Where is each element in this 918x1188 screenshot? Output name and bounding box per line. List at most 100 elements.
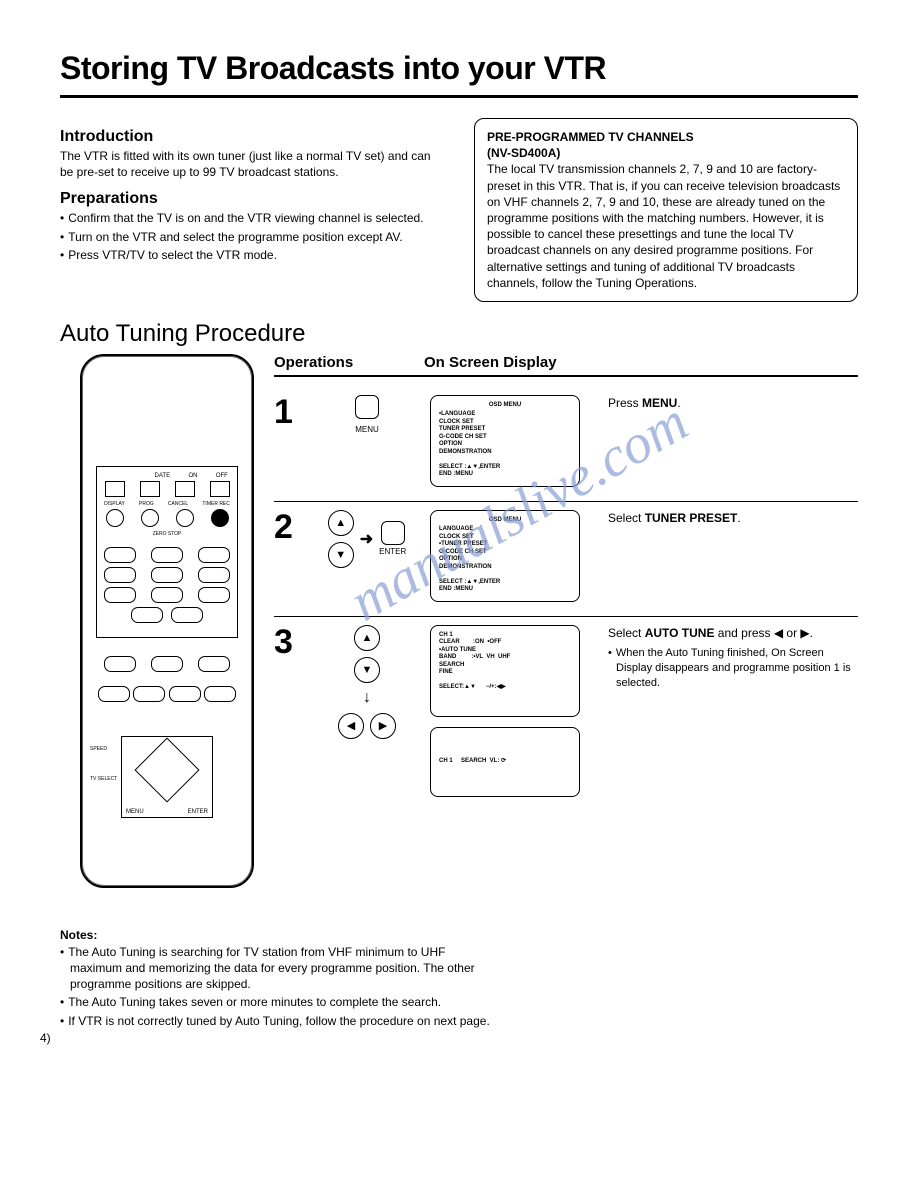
up-button-icon: ▲ [354, 625, 380, 651]
arrow-right-icon: ➜ [360, 529, 373, 549]
osd-title: OSD MENU [439, 517, 571, 525]
remote-btn [176, 509, 194, 527]
intro-text: The VTR is fitted with its own tuner (ju… [60, 148, 444, 180]
osd-lines: LANGUAGE CLOCK SET •TUNER PRESET G-CODE … [439, 526, 571, 594]
left-button-icon: ◀ [338, 713, 364, 739]
remote-label: ON [188, 473, 197, 479]
remote-column: DATE ON OFF DISPLAY PROG CANCEL TIMER RE… [60, 354, 260, 888]
step-number: 3 [274, 625, 304, 797]
prep-item: Press VTR/TV to select the VTR mode. [60, 247, 444, 263]
remote-key [104, 547, 136, 563]
step-3: 3 ▲ ▼ ↓ ◀ ▶ CH 1 CLEAR :ON •OFF •AUTO TU… [274, 617, 858, 811]
osd-screen-3b: CH 1 SEARCH VL: ⟳ [430, 727, 580, 797]
notes-item: The Auto Tuning takes seven or more minu… [60, 994, 499, 1010]
title-rule [60, 95, 858, 98]
remote-btn [211, 509, 229, 527]
remote-label: DATE [155, 473, 171, 479]
remote-btn [210, 481, 230, 497]
enter-button-icon [381, 521, 405, 545]
step1-desc-suffix: . [677, 396, 680, 410]
prep-list: Confirm that the TV is on and the VTR vi… [60, 210, 444, 263]
remote-key [104, 587, 136, 603]
col-head-operations: Operations [274, 354, 424, 371]
notes-item: The Auto Tuning is searching for TV stat… [60, 944, 499, 993]
remote-label: TIMER REC [202, 501, 230, 507]
remote-label: CANCEL [168, 501, 188, 507]
remote-btn [141, 509, 159, 527]
callout-model: (NV-SD400A) [487, 146, 560, 160]
remote-on-btn [140, 481, 160, 497]
remote-transport-btn [169, 686, 201, 702]
remote-date-btn [105, 481, 125, 497]
notes-list: The Auto Tuning is searching for TV stat… [60, 944, 499, 1029]
remote-key [171, 607, 203, 623]
remote-transport-btn [204, 686, 236, 702]
remote-key [104, 567, 136, 583]
remote-dpad: MENU ENTER [121, 736, 213, 818]
remote-key [198, 567, 230, 583]
notes-block: Notes: The Auto Tuning is searching for … [60, 928, 499, 1029]
step3-desc-bold: AUTO TUNE [645, 626, 715, 640]
up-button-icon: ▲ [328, 510, 354, 536]
menu-button-label: MENU [355, 425, 379, 434]
osd-lines: CH 1 CLEAR :ON •OFF •AUTO TUNE BAND :•VL… [439, 632, 571, 692]
step3-desc-mid: and press ◀ or ▶. [714, 626, 813, 640]
step-2: 2 ▲ ▼ ➜ ENTER OSD MENU LANGUA [274, 502, 858, 617]
remote-label: TV SELECT [90, 776, 117, 782]
osd-screen-3a: CH 1 CLEAR :ON •OFF •AUTO TUNE BAND :•VL… [430, 625, 580, 717]
remote-label: SPEED [90, 746, 107, 752]
remote-transport-btn [104, 656, 136, 672]
procedure-heading: Auto Tuning Procedure [60, 320, 858, 348]
remote-label: OFF [216, 473, 228, 479]
callout-body: The local TV transmission channels 2, 7,… [487, 162, 840, 289]
step2-desc-suffix: . [737, 511, 740, 525]
remote-label: ENTER [188, 809, 208, 815]
remote-label: PROG [139, 501, 154, 507]
remote-key [198, 587, 230, 603]
remote-transport-btn [198, 656, 230, 672]
procedure-wrap: DATE ON OFF DISPLAY PROG CANCEL TIMER RE… [60, 354, 858, 888]
remote-key [151, 587, 183, 603]
remote-off-btn [175, 481, 195, 497]
intro-heading: Introduction [60, 128, 444, 146]
step2-desc-prefix: Select [608, 511, 645, 525]
col-head-osd: On Screen Display [424, 354, 604, 371]
prep-item: Confirm that the TV is on and the VTR vi… [60, 210, 444, 226]
right-button-icon: ▶ [370, 713, 396, 739]
prep-item: Turn on the VTR and select the programme… [60, 229, 444, 245]
remote-btn [106, 509, 124, 527]
step-number: 2 [274, 510, 304, 602]
osd-lines: CH 1 SEARCH VL: ⟳ [439, 758, 506, 766]
remote-transport-btn [133, 686, 165, 702]
step1-desc-bold: MENU [642, 396, 677, 410]
remote-key [131, 607, 163, 623]
osd-title: OSD MENU [439, 402, 571, 410]
remote-label: MENU [126, 809, 144, 815]
osd-screen-2: OSD MENU LANGUAGE CLOCK SET •TUNER PRESE… [430, 510, 580, 602]
remote-key [151, 547, 183, 563]
callout-title: PRE-PROGRAMMED TV CHANNELS [487, 130, 694, 144]
notes-item: If VTR is not correctly tuned by Auto Tu… [60, 1013, 499, 1029]
down-button-icon: ▼ [354, 657, 380, 683]
step-number: 1 [274, 395, 304, 487]
callout-box: PRE-PROGRAMMED TV CHANNELS (NV-SD400A) T… [474, 118, 858, 302]
step2-desc-bold: TUNER PRESET [645, 511, 738, 525]
osd-lines: •LANGUAGE CLOCK SET TUNER PRESET G-CODE … [439, 411, 571, 479]
remote-transport-btn [151, 656, 183, 672]
prep-heading: Preparations [60, 190, 444, 208]
arrow-down-icon: ↓ [363, 689, 371, 707]
intro-columns: Introduction The VTR is fitted with its … [60, 118, 858, 302]
steps-column: Operations On Screen Display 1 MENU OSD … [274, 354, 858, 888]
step-1: 1 MENU OSD MENU •LANGUAGE CLOCK SET TUNE… [274, 387, 858, 502]
remote-label: DISPLAY [104, 501, 125, 507]
remote-key [198, 547, 230, 563]
osd-screen-1: OSD MENU •LANGUAGE CLOCK SET TUNER PRESE… [430, 395, 580, 487]
page-number: 4) [40, 1031, 51, 1045]
page-title: Storing TV Broadcasts into your VTR [60, 50, 858, 87]
remote-label: ZERO STOP [153, 531, 182, 537]
notes-heading: Notes: [60, 928, 499, 942]
down-button-icon: ▼ [328, 542, 354, 568]
step3-desc-prefix: Select [608, 626, 645, 640]
menu-button-icon [355, 395, 379, 419]
step1-desc-prefix: Press [608, 396, 642, 410]
